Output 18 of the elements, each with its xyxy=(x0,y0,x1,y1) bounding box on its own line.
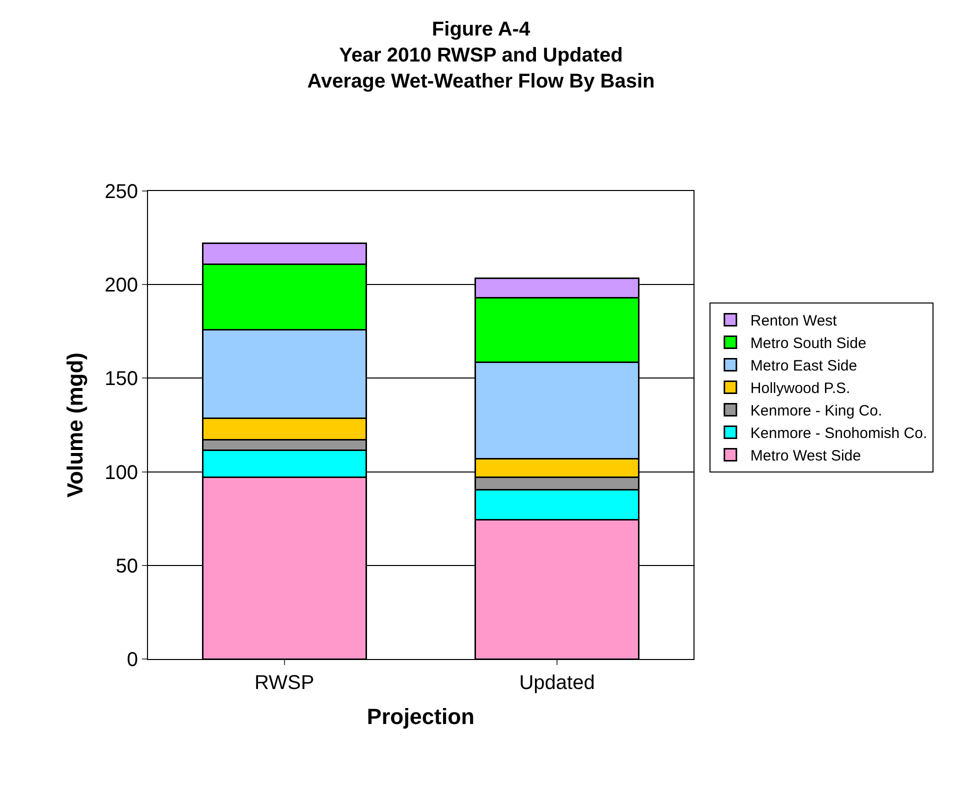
y-tick-label: 100 xyxy=(104,462,138,484)
legend-label: Metro South Side xyxy=(750,335,866,352)
y-tick-label: 200 xyxy=(104,274,138,297)
x-axis-title: Projection xyxy=(366,704,474,729)
x-tick-label: RWSP xyxy=(254,672,314,694)
chart-title: Figure A-4 Year 2010 RWSP and Updated Average Wet-Weather Flow By Basin xyxy=(307,18,655,93)
legend-label: Renton West xyxy=(750,312,838,330)
legend-label: Kenmore - King Co. xyxy=(750,402,882,420)
y-axis-title: Volume (mgd) xyxy=(62,352,88,498)
y-tick-label: 50 xyxy=(116,555,138,578)
legend-label: Kenmore - Snohomish Co. xyxy=(750,425,928,442)
y-tick-label: 0 xyxy=(126,649,138,671)
legend-label: Hollywood P.S. xyxy=(750,380,850,398)
x-tick-label: Updated xyxy=(519,672,595,694)
legend-label: Metro East Side xyxy=(750,358,858,375)
legend-label: Metro West Side xyxy=(750,448,862,465)
y-tick-label: 250 xyxy=(104,181,138,203)
y-tick-label: 150 xyxy=(104,368,138,390)
